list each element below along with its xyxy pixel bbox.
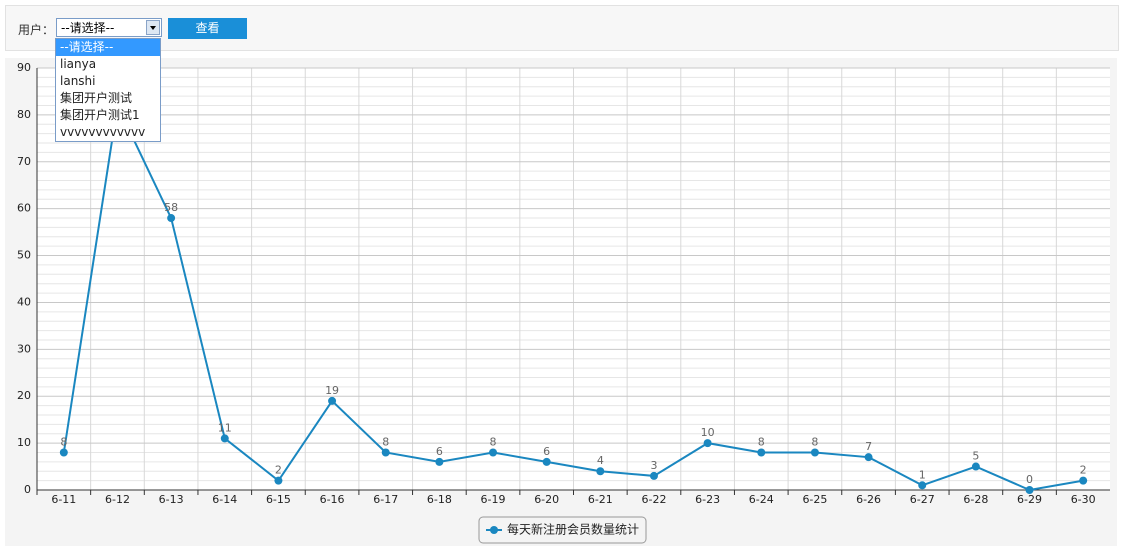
point [971,462,980,471]
user-label: 用户： [18,23,55,37]
x-tick-label: 6-15 [266,493,291,506]
point [381,448,390,457]
x-tick-label: 6-29 [1017,493,1042,506]
point [220,434,229,443]
y-tick-label: 70 [17,155,31,168]
x-tick-label: 6-19 [481,493,506,506]
x-tick-label: 6-14 [212,493,237,506]
dropdown-option[interactable]: lanshi [60,74,96,88]
x-tick-label: 6-24 [749,493,774,506]
x-tick-label: 6-18 [427,493,452,506]
data-label: 11 [218,421,232,434]
data-label: 7 [865,440,872,453]
point [918,481,927,490]
x-tick-label: 6-13 [159,493,184,506]
data-label: 2 [275,464,282,477]
x-tick-label: 6-21 [588,493,613,506]
dropdown-option[interactable]: --请选择-- [56,39,160,56]
x-tick-label: 6-25 [802,493,827,506]
data-label: 8 [382,435,389,448]
dropdown-option[interactable]: lianya [60,57,97,71]
point [864,453,873,462]
toolbar: 用户： --请选择-- 查看 [5,5,1119,51]
y-tick-label: 60 [17,202,31,215]
point [435,457,444,466]
legend-label: 每天新注册会员数量统计 [507,522,639,537]
data-label: 8 [490,435,497,448]
point [1079,476,1088,485]
point [167,214,176,223]
y-tick-label: 40 [17,295,31,308]
y-tick-label: 10 [17,436,31,449]
x-tick-label: 6-17 [373,493,398,506]
data-label: 8 [811,435,818,448]
y-tick-label: 90 [17,61,31,74]
data-label: 0 [1026,473,1033,486]
data-label: 8 [758,435,765,448]
point [596,467,605,476]
user-select[interactable]: --请选择-- [56,18,162,37]
y-tick-label: 20 [17,389,31,402]
point [1025,486,1034,494]
select-arrow[interactable] [146,20,160,35]
y-tick-label: 80 [17,108,31,121]
x-tick-label: 6-16 [320,493,345,506]
select-value: --请选择-- [61,21,115,35]
y-tick-label: 0 [24,483,31,496]
x-tick-label: 6-11 [51,493,76,506]
data-label: 58 [164,201,178,214]
point [649,471,658,480]
data-label: 8 [60,435,67,448]
x-tick-label: 6-12 [105,493,130,506]
point [489,448,498,457]
data-label: 3 [650,459,657,472]
point [757,448,766,457]
data-label: 2 [1080,464,1087,477]
dropdown-option[interactable]: 集团开户测试 [60,91,133,105]
point [810,448,819,457]
data-label: 1 [919,468,926,481]
legend-marker [490,526,498,534]
legend-box [478,516,647,544]
dropdown-list: --请选择-- lianya lanshi 集团开户测试 集团开户测试1 vvvvvvvv… [55,38,161,142]
y-tick-label: 50 [17,249,31,262]
dropdown-option[interactable]: vvvvvvvvvvvv [60,125,146,139]
x-tick-label: 6-28 [963,493,988,506]
x-tick-label: 6-27 [910,493,935,506]
data-label: 6 [436,445,443,458]
point [328,396,337,405]
data-label: 6 [543,445,550,458]
data-label: 5 [972,450,979,463]
data-label: 19 [325,384,339,397]
series-line [62,102,1084,492]
data-label: 10 [701,426,715,439]
dropdown-option[interactable]: 集团开户测试1 [60,108,140,122]
x-tick-label: 6-23 [695,493,720,506]
point [59,448,68,457]
point [703,439,712,448]
x-tick-label: 6-26 [856,493,881,506]
point [542,457,551,466]
x-tick-label: 6-20 [534,493,559,506]
x-tick-label: 6-22 [641,493,666,506]
data-label: 4 [597,454,604,467]
y-tick-label: 30 [17,342,31,355]
point [274,476,283,485]
view-button[interactable]: 查看 [168,18,247,39]
x-tick-label: 6-30 [1071,493,1096,506]
